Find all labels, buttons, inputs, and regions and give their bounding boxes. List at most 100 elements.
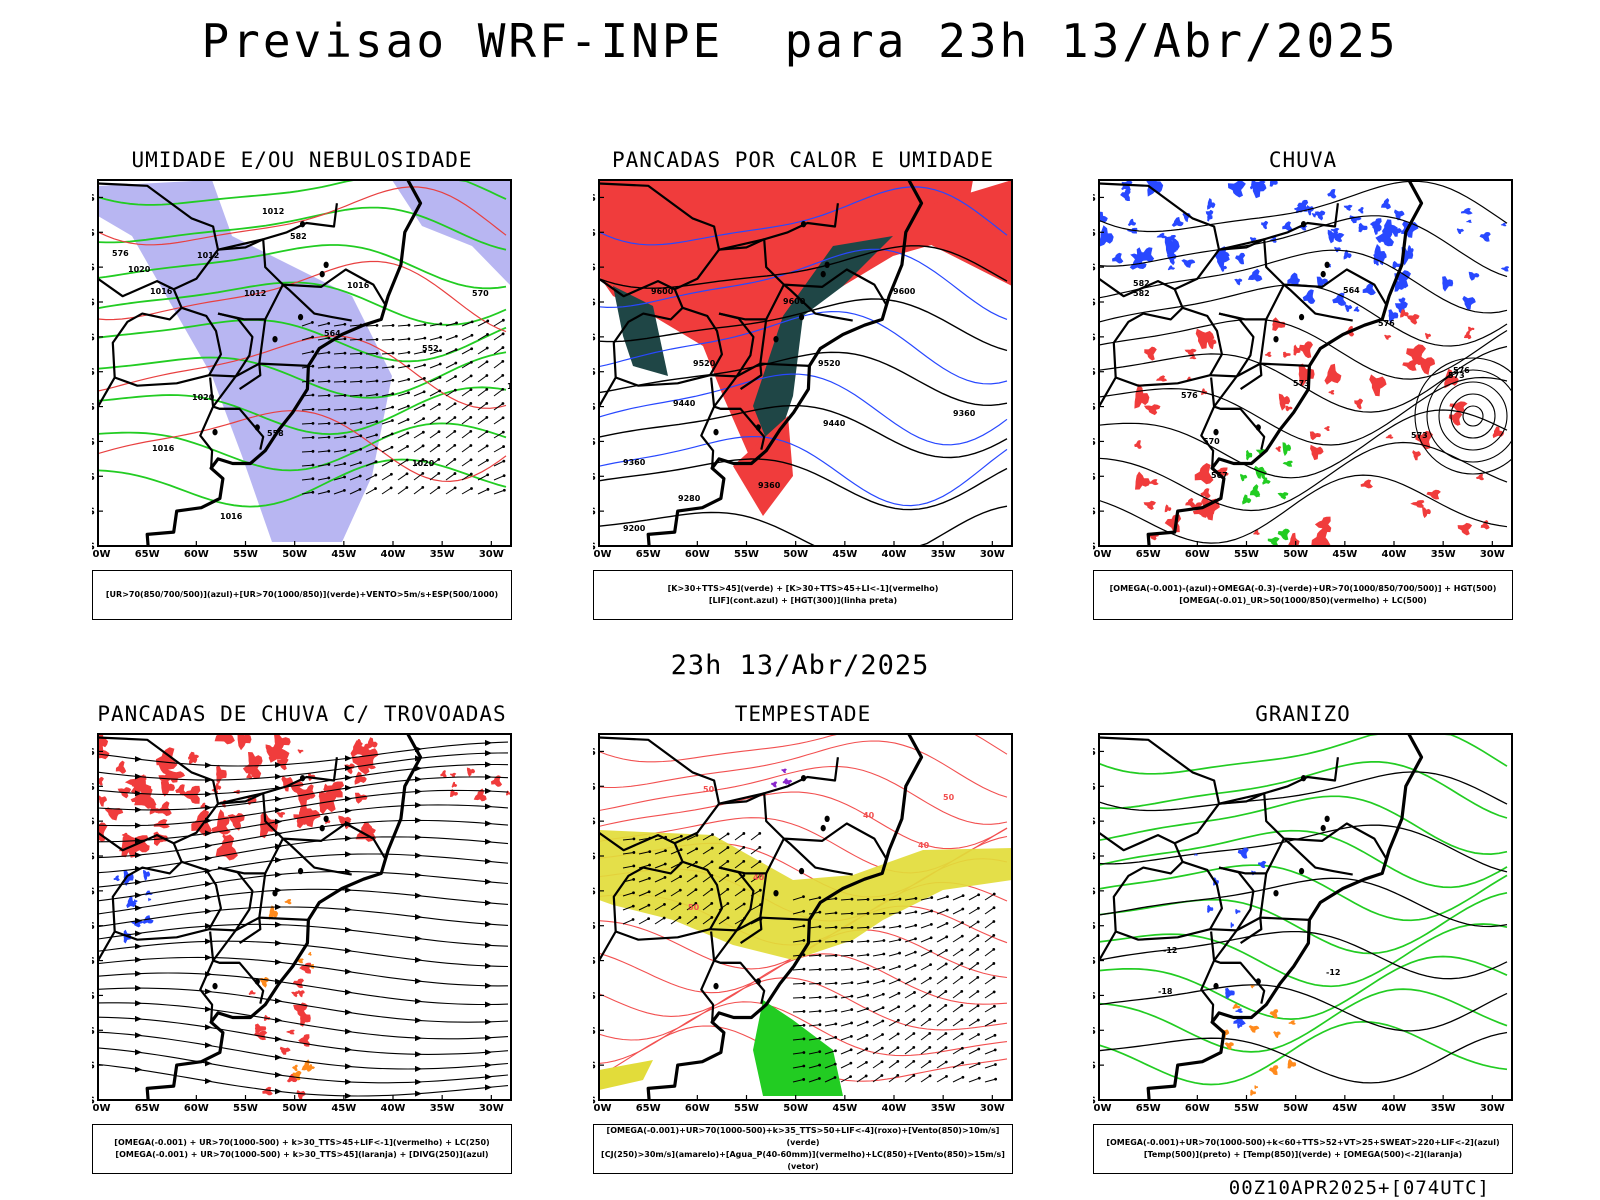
wind-vector	[381, 433, 393, 439]
legend-line: [OMEGA(-0.01)_UR>50(1000/850)(vermelho) …	[1179, 596, 1427, 605]
wind-vector-head	[453, 388, 457, 392]
wind-vector	[445, 459, 456, 467]
wind-vector-head	[928, 1031, 932, 1035]
wind-vector-head	[359, 352, 363, 355]
wind-vector	[968, 1019, 979, 1027]
wind-vector	[888, 1033, 899, 1041]
omega-500-area	[1250, 985, 1255, 989]
wind-vector-head	[834, 939, 838, 943]
wind-vector	[840, 1022, 852, 1027]
wind-vector	[750, 875, 761, 883]
omega-strong-area	[1254, 493, 1261, 497]
wind-vector-head	[849, 1048, 853, 1052]
wind-vector-head	[850, 994, 854, 998]
wind-vector-head	[311, 463, 315, 467]
lat-tick-label: 18S	[1093, 263, 1096, 274]
streamline-arrow	[345, 764, 352, 771]
instability-k-tts-area	[753, 236, 893, 456]
streamline-arrow	[415, 892, 422, 899]
streamline-arrow	[415, 776, 422, 783]
omega-rh50-area	[1463, 330, 1472, 340]
wind-vector-head	[742, 859, 746, 863]
wind-vector-head	[802, 1078, 806, 1081]
hgt-500-contour	[1099, 318, 1508, 380]
wind-vector-head	[502, 474, 506, 478]
wind-vector-head	[375, 323, 379, 327]
wind-vector-head	[453, 443, 457, 447]
wind-vector	[904, 938, 916, 943]
border-line	[1115, 374, 1211, 387]
axes: 12S15S18S21S24S27S30S33S36S39S42S70W65W6…	[92, 733, 512, 1114]
wind-vector-head	[375, 433, 378, 437]
omega-500-area	[1232, 1003, 1241, 1010]
omega-rh50-area	[1444, 368, 1459, 389]
axes: 12S15S18S21S24S27S30S33S36S39S42S70W65W6…	[593, 733, 1013, 1114]
wind-vector	[920, 1018, 931, 1027]
wind-vector-head	[992, 933, 996, 937]
wind-vector-head	[929, 936, 933, 940]
temp-850-contour	[1099, 734, 1508, 775]
wind-vector-head	[834, 1009, 838, 1012]
wind-vector-head	[694, 888, 698, 892]
omega-humidity-area	[1375, 228, 1394, 247]
wind-vector	[840, 968, 852, 971]
plot-frame	[1098, 733, 1513, 1101]
lon-tick-label: 70W	[1093, 549, 1111, 560]
omega-rh50-area	[1468, 326, 1475, 332]
wind-vector	[734, 860, 745, 869]
wind-vector-head	[406, 404, 410, 408]
pw-contour	[599, 765, 1008, 825]
wind-vector-head	[327, 336, 331, 340]
wind-vector	[872, 1007, 884, 1013]
wind-vector-head	[343, 462, 347, 465]
streamline-arrow	[135, 1015, 142, 1022]
wind-vector	[718, 847, 729, 855]
wind-vector	[429, 458, 440, 467]
wind-vector-head	[662, 916, 666, 920]
wind-vector	[856, 1075, 867, 1083]
hgt-300-contour	[599, 245, 1008, 289]
map-tempestade: 50405040504012S15S18S21S24S27S30S33S36S3…	[593, 733, 1013, 1114]
lat-tick-label: 24S	[1093, 332, 1096, 343]
wind-vector-head	[992, 920, 996, 923]
wind-vector	[920, 923, 932, 929]
wind-vector	[365, 420, 377, 425]
wind-vector-head	[818, 953, 822, 957]
wind-vector	[936, 909, 948, 915]
thunderstorm-area	[188, 752, 198, 765]
streamline-arrow	[415, 1078, 422, 1085]
wind-vector	[856, 954, 868, 957]
wind-vector	[413, 418, 424, 425]
coastline	[646, 734, 924, 1100]
map-granizo: -12-18-1212S15S18S21S24S27S30S33S36S39S4…	[1093, 733, 1513, 1114]
streamline-arrow	[485, 982, 492, 989]
wind-vector	[381, 420, 393, 425]
omega-humidity-area	[1388, 309, 1399, 323]
wind-vector	[888, 939, 900, 943]
border-line	[114, 928, 210, 941]
wind-vector	[413, 377, 425, 383]
streamline-arrow	[485, 820, 492, 827]
wind-vector	[808, 926, 820, 929]
contour-label: -12	[1163, 946, 1177, 955]
wind-vector-head	[485, 387, 489, 391]
streamline-arrow	[345, 1028, 352, 1035]
streamline-arrow	[485, 774, 492, 781]
lon-tick-label: 30W	[980, 1103, 1005, 1114]
instability-li-area	[893, 180, 1012, 286]
omega-humidity-area	[1164, 235, 1180, 260]
streamline	[98, 776, 509, 811]
streamline-arrow	[275, 940, 282, 947]
wind-vector-head	[663, 876, 667, 879]
wind-vector-head	[850, 940, 854, 943]
panel-umidade: UMIDADE E/OU NEBULOSIDADE 1012 1012 1020 10…	[92, 148, 512, 626]
wind-vector	[686, 834, 698, 841]
wind-vector-head	[485, 374, 489, 377]
lat-tick-label: 21S	[593, 852, 596, 863]
legend-line: [OMEGA(-0.001)+UR>70(1000-500)+k<60+TTS>…	[1106, 1138, 1500, 1147]
wind-vector	[445, 444, 456, 453]
wind-vector	[824, 940, 837, 943]
panel-legend: [K>30+TTS>45](verde) + [K>30+TTS>45+LI<-…	[593, 570, 1013, 620]
wind-vector-head	[896, 1046, 900, 1050]
